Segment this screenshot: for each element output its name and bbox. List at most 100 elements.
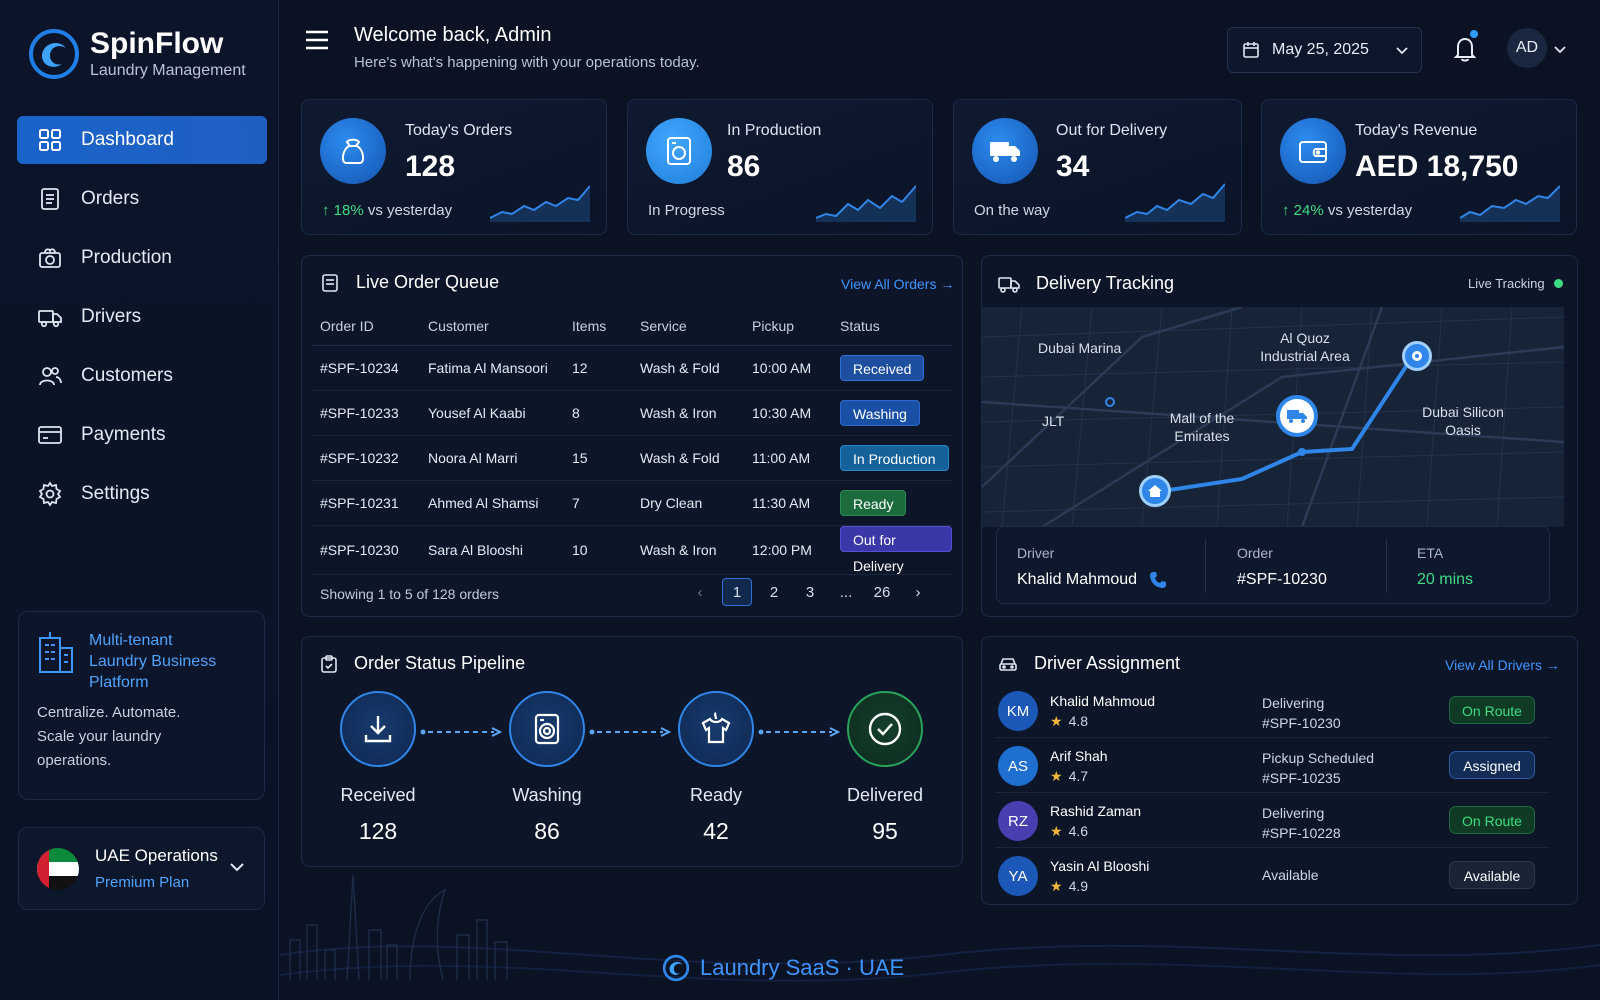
page-button[interactable]: 26 bbox=[873, 583, 891, 601]
task-order: #SPF-10228 bbox=[1262, 825, 1341, 841]
pipeline-step-washing[interactable]: Washing 86 bbox=[487, 691, 607, 845]
eta-label: ETA bbox=[1417, 545, 1444, 561]
table-row[interactable]: #SPF-10234 Fatima Al Mansoori 12 Wash & … bbox=[312, 345, 952, 391]
washing-machine-icon bbox=[39, 248, 61, 268]
arrow-right-icon bbox=[758, 727, 840, 737]
sidebar-item-label: Settings bbox=[81, 483, 150, 504]
sidebar-item-orders[interactable]: Orders bbox=[17, 175, 267, 223]
driver-task: Available bbox=[1262, 865, 1319, 885]
pipeline-step-received[interactable]: Received 128 bbox=[318, 691, 438, 845]
page-button[interactable]: 1 bbox=[722, 578, 752, 606]
column-header[interactable]: Service bbox=[632, 307, 744, 346]
menu-icon[interactable] bbox=[304, 28, 330, 52]
chevron-down-icon[interactable] bbox=[1553, 42, 1567, 56]
promo-title-line: Laundry Business bbox=[89, 653, 217, 670]
laundry-bag-icon bbox=[320, 118, 386, 184]
table-row[interactable]: #SPF-10230 Sara Al Blooshi 10 Wash & Iro… bbox=[312, 525, 952, 575]
rating-value: 4.7 bbox=[1068, 768, 1089, 784]
stat-card-orders[interactable]: Today's Orders 128 ↑ 18% vs yesterday bbox=[301, 99, 607, 235]
panel-title: Live Order Queue bbox=[356, 272, 500, 292]
brand[interactable]: SpinFlow Laundry Management bbox=[28, 28, 246, 80]
table-row[interactable]: #SPF-10233 Yousef Al Kaabi 8 Wash & Iron… bbox=[312, 390, 952, 436]
destination-pin-icon[interactable] bbox=[1402, 341, 1432, 371]
sidebar-item-payments[interactable]: Payments bbox=[17, 411, 267, 459]
list-item[interactable]: AS Arif Shah ★ 4.7 Pickup Scheduled #SPF-1… bbox=[996, 738, 1550, 793]
sidebar-nav: Dashboard Orders Production Drivers Cust… bbox=[17, 116, 267, 529]
promo-title: Multi-tenant Laundry Business Platform bbox=[89, 630, 216, 693]
column-header[interactable]: Items bbox=[564, 307, 632, 346]
stat-card-revenue[interactable]: Today's Revenue AED 18,750 ↑ 24% vs yest… bbox=[1261, 99, 1577, 235]
list-item[interactable]: YA Yasin Al Blooshi ★ 4.9 Available Avail… bbox=[996, 848, 1550, 903]
stat-change: 24% bbox=[1293, 202, 1324, 219]
wallet-icon bbox=[1280, 118, 1346, 184]
order-status-pipeline: Order Status Pipeline Received 128 Washi… bbox=[301, 636, 963, 867]
home-pin-icon[interactable] bbox=[1139, 475, 1171, 507]
pipeline-step-ready[interactable]: Ready 42 bbox=[656, 691, 776, 845]
phone-icon[interactable] bbox=[1149, 571, 1167, 589]
page-button[interactable]: 3 bbox=[805, 583, 815, 601]
list-item[interactable]: KM Khalid Mahmoud ★ 4.8 Delivering #SPF-10… bbox=[996, 683, 1550, 738]
driver-location-pin-icon[interactable] bbox=[1276, 395, 1318, 437]
bell-icon[interactable] bbox=[1450, 34, 1480, 64]
item-count: 15 bbox=[564, 435, 632, 481]
column-header[interactable]: Pickup bbox=[744, 307, 832, 346]
promo-card: Multi-tenant Laundry Business Platform C… bbox=[18, 611, 265, 800]
sparkline-chart bbox=[1125, 183, 1225, 222]
status-badge: Out for Delivery bbox=[840, 525, 952, 574]
driver-name: Arif Shah bbox=[1050, 748, 1108, 764]
next-page-button[interactable]: › bbox=[915, 583, 921, 601]
pipeline-step-delivered[interactable]: Delivered 95 bbox=[825, 691, 945, 845]
sidebar-item-dashboard[interactable]: Dashboard bbox=[17, 116, 267, 164]
stat-card-production[interactable]: In Production 86 In Progress bbox=[627, 99, 933, 235]
page-title: Welcome back, Admin bbox=[354, 24, 552, 46]
map-label: JLT bbox=[1042, 413, 1065, 429]
steering-car-icon bbox=[999, 657, 1017, 671]
sidebar-item-settings[interactable]: Settings bbox=[17, 470, 267, 518]
avatar: RZ bbox=[998, 801, 1038, 841]
date-picker[interactable]: May 25, 2025 bbox=[1227, 27, 1422, 73]
delivery-map[interactable]: Dubai Marina Al Quoz Industrial Area JLT… bbox=[982, 307, 1564, 527]
list-item[interactable]: RZ Rashid Zaman ★ 4.6 Delivering #SPF-1022… bbox=[996, 793, 1550, 848]
avatar[interactable]: AD bbox=[1507, 28, 1547, 68]
chevron-down-icon bbox=[230, 863, 244, 872]
tenant-switcher[interactable]: UAE Operations Premium Plan bbox=[18, 827, 265, 910]
service-type: Wash & Iron bbox=[632, 525, 744, 575]
panel-header: Driver Assignment bbox=[998, 653, 1180, 674]
map-canvas bbox=[982, 307, 1564, 527]
sidebar-item-label: Orders bbox=[81, 188, 140, 209]
sidebar-item-label: Payments bbox=[81, 424, 166, 445]
promo-text-line: operations. bbox=[37, 752, 112, 769]
table-row[interactable]: #SPF-10232 Noora Al Marri 15 Wash & Fold… bbox=[312, 435, 952, 481]
task-label: Available bbox=[1262, 867, 1319, 883]
column-header[interactable]: Customer bbox=[420, 307, 564, 346]
view-all-drivers-link[interactable]: View All Drivers → bbox=[1445, 657, 1560, 673]
stat-title: Today's Orders bbox=[405, 122, 513, 139]
panel-header: Live Order Queue bbox=[320, 272, 499, 293]
column-header[interactable]: Order ID bbox=[312, 307, 420, 346]
sparkline-chart bbox=[490, 185, 590, 222]
status-badge: Washing bbox=[840, 399, 920, 426]
sidebar-item-drivers[interactable]: Drivers bbox=[17, 293, 267, 341]
date-value: May 25, 2025 bbox=[1272, 41, 1369, 58]
stat-card-delivery[interactable]: Out for Delivery 34 On the way bbox=[953, 99, 1242, 235]
sidebar-item-customers[interactable]: Customers bbox=[17, 352, 267, 400]
prev-page-button[interactable]: ‹ bbox=[697, 583, 703, 601]
table-header-row: Order ID Customer Items Service Pickup S… bbox=[312, 307, 952, 346]
view-all-orders-link[interactable]: View All Orders → bbox=[841, 276, 955, 292]
table-row[interactable]: #SPF-10231 Ahmed Al Shamsi 7 Dry Clean 1… bbox=[312, 480, 952, 526]
credit-card-icon bbox=[38, 426, 62, 444]
driver-rating: ★ 4.6 bbox=[1050, 823, 1088, 840]
tenant-plan: Premium Plan bbox=[95, 874, 190, 891]
column-header[interactable]: Status bbox=[832, 307, 952, 346]
page-button[interactable]: 2 bbox=[769, 583, 779, 601]
order-id: #SPF-10230 bbox=[312, 525, 420, 575]
driver-assignment: Driver Assignment View All Drivers → KM … bbox=[981, 636, 1578, 905]
avatar: KM bbox=[998, 691, 1038, 731]
delivery-truck-icon bbox=[972, 118, 1038, 184]
live-label: Live Tracking bbox=[1468, 276, 1545, 291]
sidebar-item-label: Production bbox=[81, 247, 172, 268]
tracking-driver: Driver Khalid Mahmoud bbox=[1017, 545, 1167, 589]
step-count: 128 bbox=[358, 818, 398, 844]
map-label: Al Quoz Industrial Area bbox=[1260, 330, 1350, 364]
sidebar-item-production[interactable]: Production bbox=[17, 234, 267, 282]
